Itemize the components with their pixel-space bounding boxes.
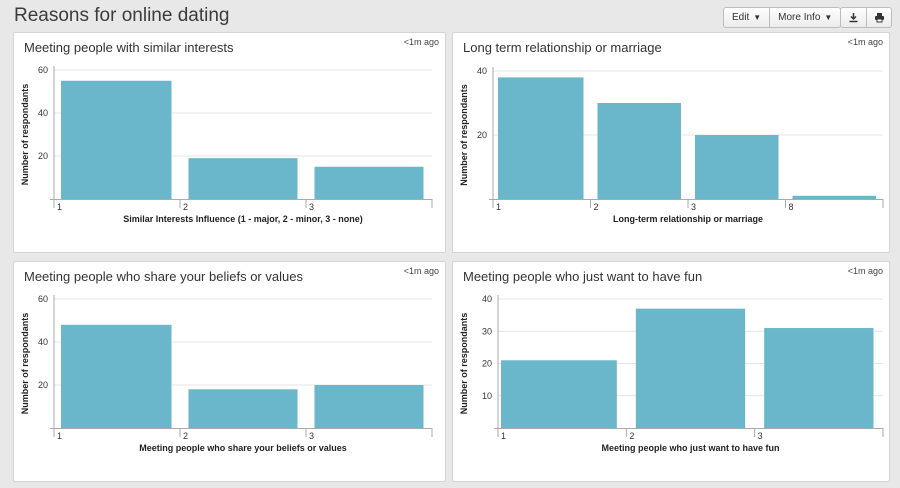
panel-timestamp: <1m ago (847, 266, 883, 276)
bar (188, 389, 298, 428)
edit-label: Edit (732, 12, 750, 23)
panel-timestamp: <1m ago (403, 37, 439, 47)
bar (597, 103, 681, 199)
y-tick-label: 40 (38, 337, 48, 347)
y-tick-label: 40 (482, 294, 492, 304)
x-tick-label: 2 (594, 202, 599, 212)
bar (188, 158, 298, 199)
y-tick-label: 20 (482, 359, 492, 369)
x-axis-title: Similar Interests Influence (1 - major, … (123, 214, 363, 224)
chevron-down-icon: ▼ (753, 13, 762, 22)
y-tick-label: 20 (38, 380, 48, 390)
chart-just-fun: 10 20 30 40 1 2 3 Meeting people who just want … (459, 294, 884, 453)
print-button[interactable] (866, 8, 891, 27)
bar (314, 385, 424, 428)
panel-long-term: Long term relationship or marriage <1m a… (452, 32, 890, 253)
panel-beliefs-values: Meeting people who share your beliefs or… (13, 261, 446, 482)
y-tick-label: 10 (482, 391, 492, 401)
x-axis-title: Meeting people who share your beliefs or… (139, 443, 347, 453)
chart-long-term: 20 40 1 2 3 8 Long-term relationship or marria… (459, 66, 884, 224)
x-tick-label: 3 (691, 202, 696, 212)
panel-title: Meeting people who just want to have fun (463, 269, 703, 284)
x-tick-label: 1 (496, 202, 501, 212)
x-tick-label: 2 (183, 202, 188, 212)
panel-similar-interests: Meeting people with similar interests <1… (13, 32, 446, 253)
y-tick-label: 20 (38, 151, 48, 161)
x-axis-title: Long-term relationship or marriage (613, 214, 763, 224)
panel-timestamp: <1m ago (403, 266, 439, 276)
x-tick-label: 8 (789, 202, 794, 212)
edit-moreinfo-group: Edit ▼ More Info ▼ (723, 7, 842, 28)
x-tick-label: 1 (501, 431, 506, 441)
x-axis-title: Meeting people who just want to have fun (601, 443, 779, 453)
bar (498, 77, 584, 199)
download-icon (849, 13, 858, 23)
bar (501, 360, 617, 428)
bar (61, 80, 172, 199)
x-tick-label: 1 (57, 431, 62, 441)
edit-button[interactable]: Edit ▼ (724, 8, 769, 27)
x-tick-label: 1 (57, 202, 62, 212)
dashboard-header: Reasons for online dating Edit ▼ More In… (0, 0, 900, 32)
panel-title: Meeting people who share your beliefs or… (24, 269, 303, 284)
y-tick-label: 60 (38, 65, 48, 75)
chart-beliefs-values: 20 40 60 1 2 3 Meeting people who share your b… (20, 294, 433, 453)
x-tick-label: 3 (309, 202, 314, 212)
y-tick-label: 30 (482, 326, 492, 336)
panel-title: Meeting people with similar interests (24, 40, 234, 55)
bar (61, 324, 172, 428)
bar (764, 328, 874, 428)
x-tick-label: 2 (629, 431, 634, 441)
dashboard-title: Reasons for online dating (14, 5, 230, 26)
y-axis-title: Number of respondants (20, 313, 30, 415)
y-axis-title: Number of respondants (20, 84, 30, 186)
chevron-down-icon: ▼ (824, 13, 833, 22)
panel-title: Long term relationship or marriage (463, 40, 662, 55)
panel-timestamp: <1m ago (847, 37, 883, 47)
bar (314, 166, 424, 199)
chart-similar-interests: 20 40 60 1 2 3 Similar Interests Influence (1 … (20, 65, 433, 224)
x-tick-label: 3 (309, 431, 314, 441)
x-tick-label: 3 (758, 431, 763, 441)
x-tick-label: 2 (183, 431, 188, 441)
y-tick-label: 20 (477, 130, 487, 140)
download-button[interactable] (841, 8, 866, 27)
panel-just-fun: Meeting people who just want to have fun… (452, 261, 890, 482)
more-info-label: More Info (778, 12, 821, 23)
bar (635, 308, 746, 428)
y-tick-label: 60 (38, 294, 48, 304)
print-icon (874, 13, 884, 23)
y-tick-label: 40 (38, 108, 48, 118)
y-axis-title: Number of respondants (459, 313, 469, 415)
export-group (840, 7, 892, 28)
bar (695, 135, 779, 199)
y-tick-label: 40 (477, 66, 487, 76)
more-info-button[interactable]: More Info ▼ (769, 8, 840, 27)
bar (792, 195, 876, 199)
y-axis-title: Number of respondants (459, 84, 469, 186)
